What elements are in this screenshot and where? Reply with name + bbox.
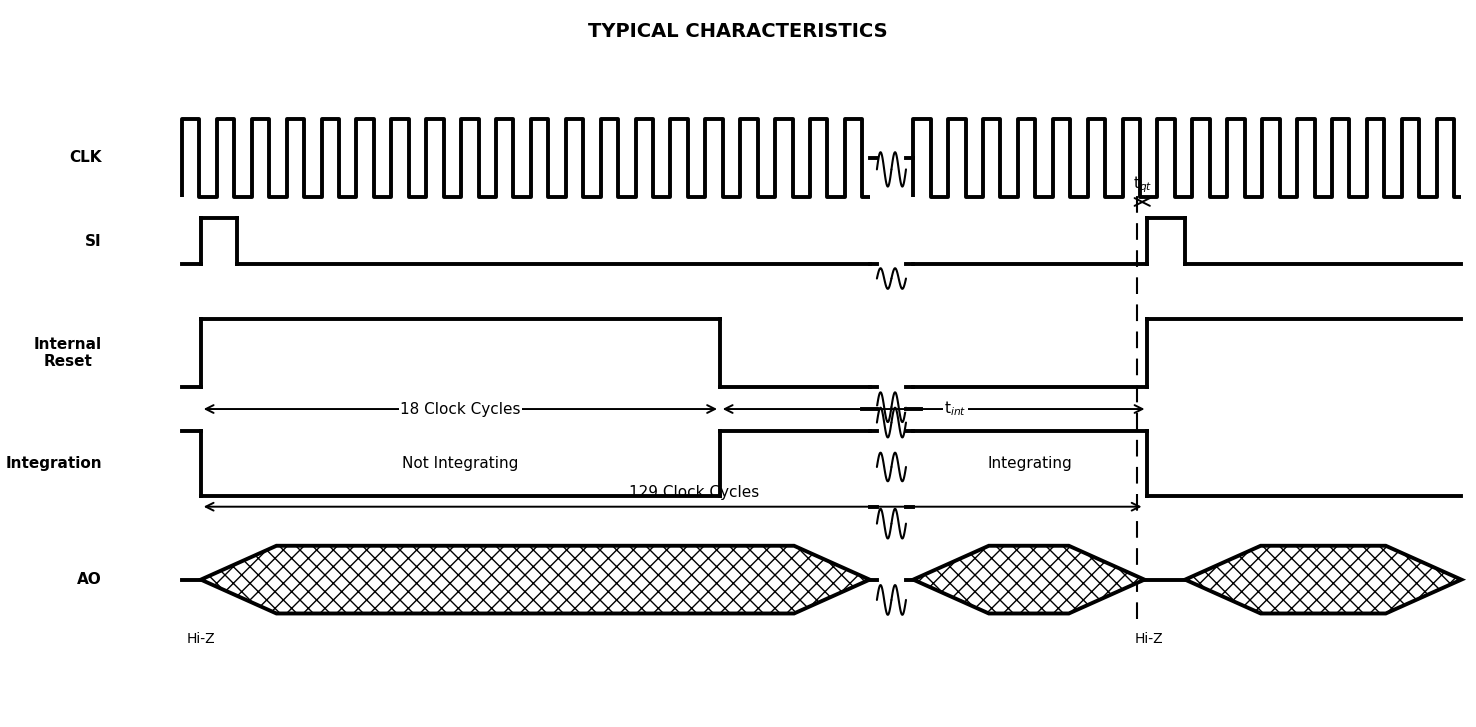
Text: SI: SI xyxy=(86,233,102,249)
Text: Integration: Integration xyxy=(6,457,102,471)
Text: CLK: CLK xyxy=(69,150,102,165)
Text: Integrating: Integrating xyxy=(987,457,1073,471)
Text: Hi-Z: Hi-Z xyxy=(1135,632,1163,646)
Text: Hi-Z: Hi-Z xyxy=(186,632,215,646)
Polygon shape xyxy=(201,546,869,614)
Text: TYPICAL CHARACTERISTICS: TYPICAL CHARACTERISTICS xyxy=(589,22,887,41)
Polygon shape xyxy=(1185,546,1461,614)
Text: AO: AO xyxy=(77,572,102,587)
Polygon shape xyxy=(914,546,1144,614)
Text: 18 Clock Cycles: 18 Clock Cycles xyxy=(400,401,521,417)
Text: t$_{int}$: t$_{int}$ xyxy=(945,400,967,418)
Text: Not Integrating: Not Integrating xyxy=(401,457,518,471)
Text: 129 Clock Cycles: 129 Clock Cycles xyxy=(629,486,760,500)
Text: Internal
Reset: Internal Reset xyxy=(34,337,102,369)
Text: t$_{qt}$: t$_{qt}$ xyxy=(1132,174,1151,195)
